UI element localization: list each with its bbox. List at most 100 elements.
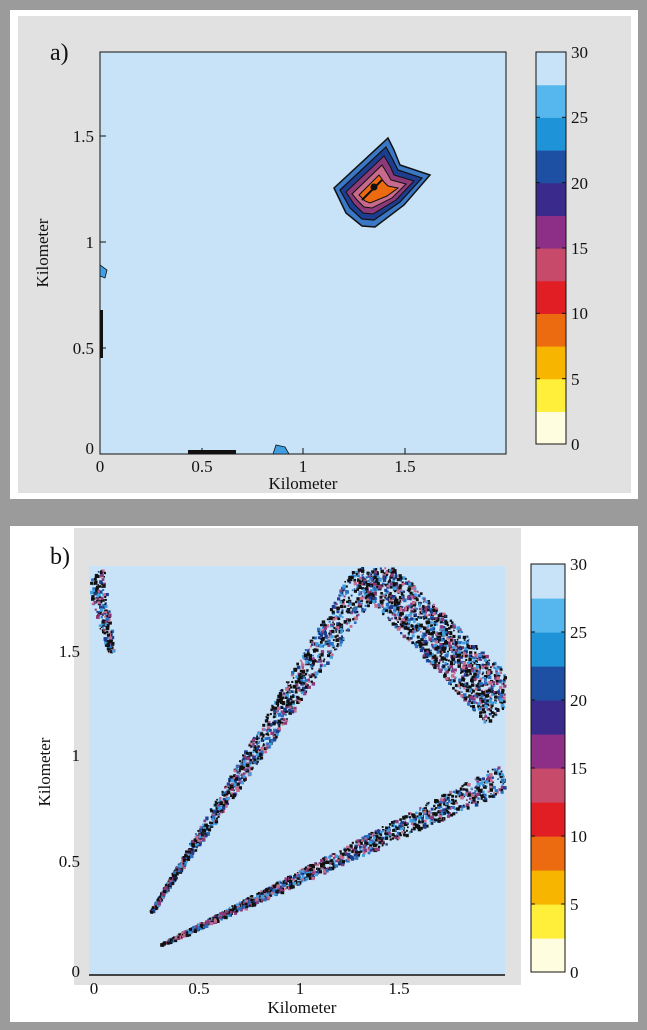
scatter-cell bbox=[393, 606, 397, 610]
scatter-cell bbox=[485, 719, 488, 722]
scatter-cell bbox=[195, 928, 198, 931]
scatter-cell bbox=[190, 850, 195, 855]
scatter-cell bbox=[403, 622, 407, 626]
scatter-cell bbox=[104, 622, 108, 627]
scatter-cell bbox=[199, 828, 203, 832]
scatter-cell bbox=[283, 707, 287, 712]
scatter-cell bbox=[461, 675, 464, 679]
scatter-cell bbox=[479, 714, 483, 718]
scatter-cell bbox=[460, 793, 464, 797]
scatter-cell bbox=[309, 645, 312, 648]
scatter-cell bbox=[286, 886, 290, 889]
scatter-cell bbox=[100, 613, 103, 616]
scatter-cell bbox=[484, 701, 488, 705]
scatter-cell bbox=[501, 691, 505, 694]
scatter-cell bbox=[479, 668, 481, 670]
scatter-cell bbox=[447, 642, 451, 645]
scatter-cell bbox=[484, 715, 488, 718]
scatter-cell bbox=[438, 669, 443, 673]
scatter-cell bbox=[445, 811, 448, 815]
scatter-cell bbox=[489, 779, 493, 783]
scatter-cell bbox=[451, 667, 454, 670]
scatter-cell bbox=[314, 676, 317, 679]
scatter-cell bbox=[395, 826, 399, 830]
scatter-cell bbox=[487, 673, 490, 677]
scatter-cell bbox=[208, 917, 211, 920]
scatter-cell bbox=[309, 665, 312, 668]
scatter-cell bbox=[238, 772, 241, 775]
scatter-cell bbox=[195, 925, 198, 928]
scatter-cell bbox=[105, 617, 109, 621]
scatter-cell bbox=[431, 605, 435, 609]
scatter-cell bbox=[489, 785, 493, 789]
scatter-cell bbox=[406, 589, 409, 592]
scatter-cell bbox=[393, 602, 397, 606]
scatter-cell bbox=[405, 625, 408, 627]
scatter-cell bbox=[275, 888, 279, 892]
scatter-cell bbox=[304, 663, 307, 666]
scatter-cell bbox=[493, 661, 497, 666]
scatter-cell bbox=[256, 760, 259, 764]
scatter-cell bbox=[392, 581, 395, 584]
scatter-cell bbox=[372, 580, 375, 583]
scatter-cell bbox=[476, 669, 478, 672]
scatter-cell bbox=[265, 729, 268, 732]
scatter-cell bbox=[437, 667, 440, 670]
scatter-cell bbox=[182, 865, 186, 870]
scatter-cell bbox=[396, 603, 399, 607]
scatter-cell bbox=[328, 616, 333, 620]
scatter-cell bbox=[477, 797, 480, 800]
scatter-cell bbox=[238, 777, 242, 781]
scatter-cell bbox=[444, 661, 448, 665]
scatter-cell bbox=[353, 853, 357, 857]
scatter-cell bbox=[385, 576, 388, 579]
scatter-cell bbox=[288, 709, 291, 712]
scatter-cell bbox=[354, 846, 357, 849]
scatter-cell bbox=[422, 611, 426, 615]
scatter-cell bbox=[336, 622, 339, 625]
scatter-cell bbox=[312, 636, 315, 639]
scatter-cell bbox=[368, 833, 371, 836]
scatter-cell bbox=[373, 582, 377, 586]
scatter-cell bbox=[440, 657, 445, 661]
scatter-cell bbox=[314, 863, 317, 867]
scatter-cell bbox=[291, 700, 295, 704]
scatter-cell bbox=[179, 864, 182, 867]
scatter-cell bbox=[340, 626, 344, 629]
scatter-cell bbox=[236, 775, 240, 779]
scatter-cell bbox=[272, 738, 277, 742]
scatter-cell bbox=[97, 601, 101, 604]
colorbar-tick-a-6: 30 bbox=[571, 43, 588, 62]
scatter-cell bbox=[107, 644, 110, 648]
scatter-cell bbox=[474, 687, 478, 691]
scatter-cell bbox=[387, 827, 391, 831]
scatter-cell bbox=[206, 832, 210, 836]
scatter-cell bbox=[461, 691, 463, 693]
scatter-cell bbox=[289, 684, 292, 686]
scatter-cell bbox=[453, 629, 455, 632]
scatter-cell bbox=[358, 593, 361, 596]
scatter-cell bbox=[301, 661, 303, 664]
scatter-cell bbox=[425, 811, 429, 815]
scatter-cell bbox=[229, 785, 234, 789]
scatter-cell bbox=[430, 807, 434, 811]
scatter-cell bbox=[420, 610, 423, 612]
scatter-cell bbox=[344, 593, 347, 596]
scatter-cell bbox=[484, 678, 487, 681]
scatter-cell bbox=[494, 707, 498, 710]
scatter-cell bbox=[447, 793, 450, 797]
scatter-cell bbox=[452, 623, 456, 628]
scatter-cell bbox=[376, 575, 380, 579]
scatter-cell bbox=[492, 692, 496, 695]
scatter-cell bbox=[333, 616, 338, 620]
scatter-cell bbox=[253, 746, 257, 749]
scatter-cell bbox=[265, 888, 269, 892]
scatter-cell bbox=[355, 600, 358, 604]
panel-a-label: a) bbox=[50, 40, 69, 66]
scatter-cell bbox=[284, 882, 288, 886]
scatter-cell bbox=[364, 593, 367, 597]
scatter-cell bbox=[257, 731, 260, 735]
scatter-cell bbox=[209, 821, 212, 824]
scatter-cell bbox=[404, 815, 408, 819]
scatter-cell bbox=[98, 575, 102, 578]
